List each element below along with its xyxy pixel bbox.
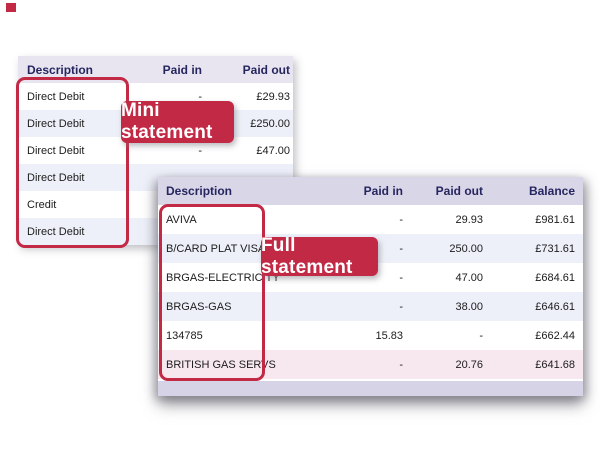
paid-in-cell: -: [198, 144, 202, 157]
paid-in-cell: -: [399, 358, 403, 371]
balance-cell: £662.44: [535, 329, 575, 342]
paid-in-cell: -: [399, 242, 403, 255]
description-cell: Direct Debit: [27, 117, 85, 130]
balance-cell: £684.61: [535, 271, 575, 284]
paid-out-cell: -: [479, 329, 483, 342]
description-cell: BRITISH GAS SERVS: [166, 358, 276, 371]
red-corner-mark: [6, 3, 16, 12]
description-cell: Direct Debit: [27, 225, 85, 238]
mini-statement-header-row: Description Paid in Paid out: [18, 56, 293, 83]
paid-out-cell: 20.76: [455, 358, 483, 371]
balance-cell: £646.61: [535, 300, 575, 313]
description-cell: AVIVA: [166, 213, 197, 226]
column-header-paid-out: Paid out: [242, 62, 290, 77]
column-header-description: Description: [27, 62, 94, 77]
description-cell: 134785: [166, 329, 203, 342]
description-cell: Credit: [27, 198, 57, 211]
paid-out-cell: 29.93: [455, 213, 483, 226]
full-statement-row: AVIVA - 29.93 £981.61: [158, 205, 583, 234]
paid-out-cell: £250.00: [250, 117, 290, 130]
paid-in-cell: -: [198, 90, 202, 103]
balance-cell: £641.68: [535, 358, 575, 371]
column-header-balance: Balance: [528, 184, 575, 198]
full-statement-table: Description Paid in Paid out Balance AVI…: [158, 177, 583, 396]
full-statement-header-row: Description Paid in Paid out Balance: [158, 177, 583, 205]
paid-in-cell: -: [399, 300, 403, 313]
description-cell: Direct Debit: [27, 90, 85, 103]
paid-out-cell: £29.93: [256, 90, 290, 103]
paid-out-cell: 250.00: [449, 242, 483, 255]
description-cell: BRGAS-GAS: [166, 300, 232, 313]
description-cell: Direct Debit: [27, 144, 85, 157]
paid-out-cell: £47.00: [256, 144, 290, 157]
paid-in-cell: 15.83: [375, 329, 403, 342]
paid-out-cell: 47.00: [455, 271, 483, 284]
paid-in-cell: -: [399, 213, 403, 226]
full-statement-body: AVIVA - 29.93 £981.61 B/CARD PLAT VISA -…: [158, 205, 583, 379]
column-header-paid-in: Paid in: [162, 62, 202, 77]
full-statement-row: BRGAS-GAS - 38.00 £646.61: [158, 292, 583, 321]
full-statement-badge: Full statement: [261, 235, 378, 278]
column-header-paid-in: Paid in: [363, 184, 403, 198]
column-header-paid-out: Paid out: [435, 184, 483, 198]
balance-cell: £731.61: [535, 242, 575, 255]
mini-statement-badge: Mini statement: [121, 100, 234, 143]
full-statement-footer-bar: [158, 379, 583, 396]
paid-out-cell: 38.00: [455, 300, 483, 313]
description-cell: BRGAS-ELECTRICITY: [166, 271, 280, 284]
description-cell: B/CARD PLAT VISA: [166, 242, 266, 255]
balance-cell: £981.61: [535, 213, 575, 226]
column-header-description: Description: [166, 184, 233, 198]
full-statement-row: BRITISH GAS SERVS - 20.76 £641.68: [158, 350, 583, 379]
full-statement-row: 134785 15.83 - £662.44: [158, 321, 583, 350]
description-cell: Direct Debit: [27, 171, 85, 184]
paid-in-cell: -: [399, 271, 403, 284]
